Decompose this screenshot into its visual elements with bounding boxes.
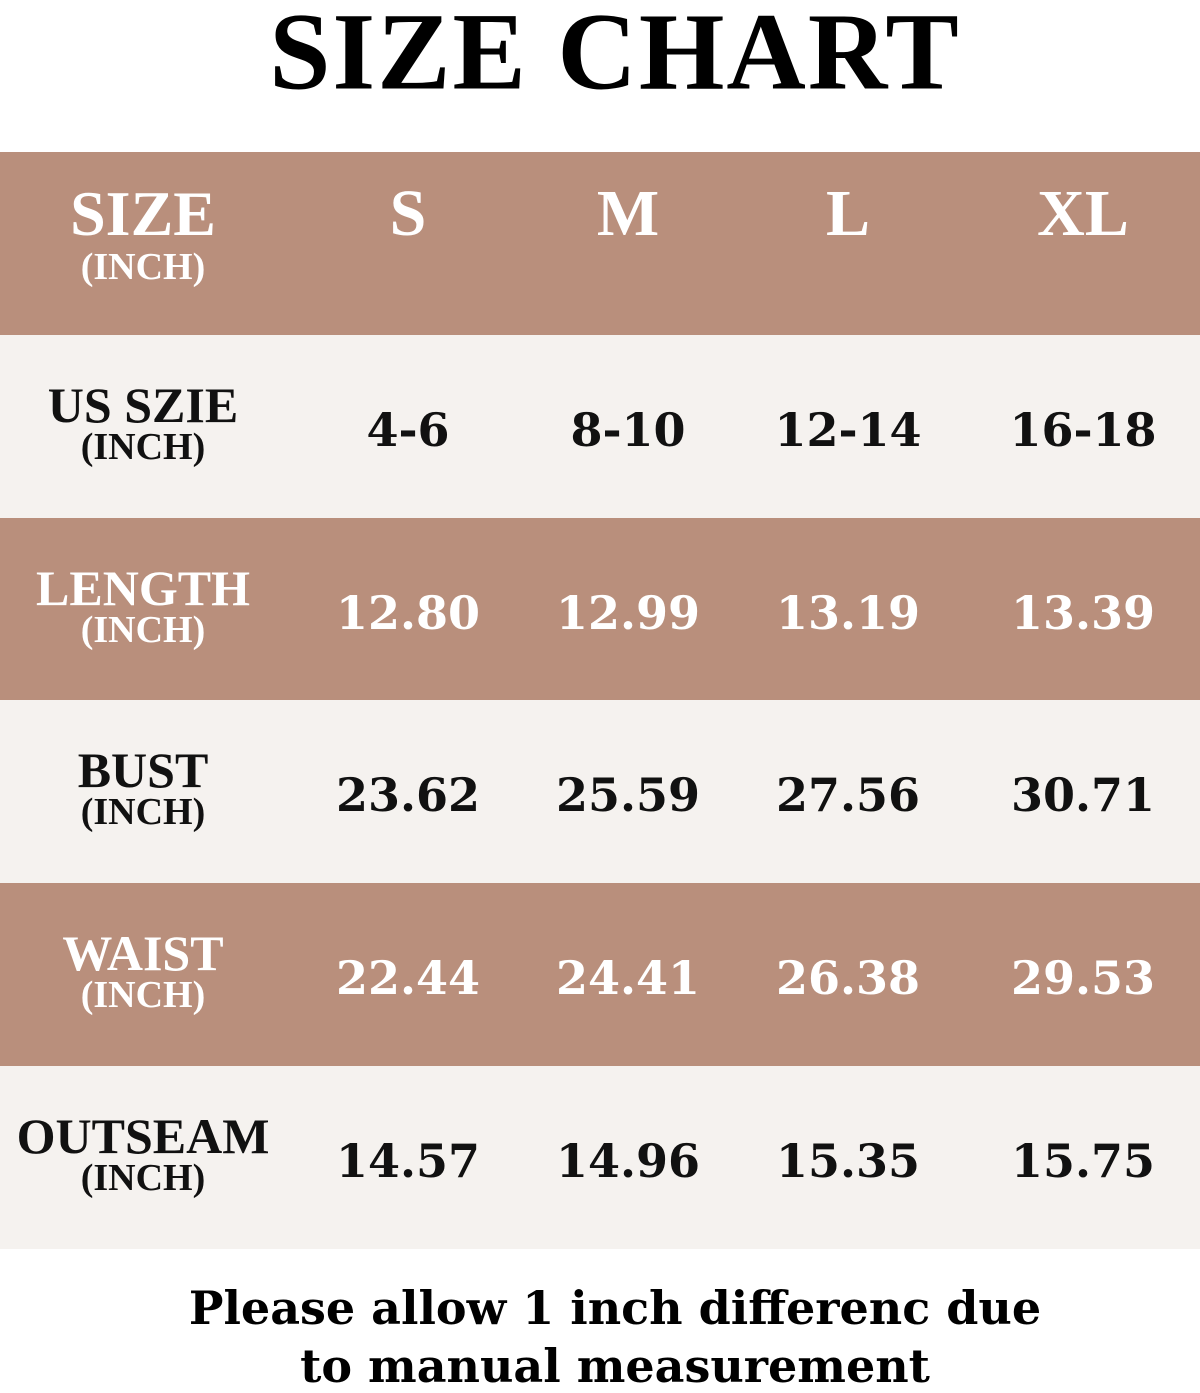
cell-value: 15.75 bbox=[1010, 1134, 1156, 1188]
cell-value: 30.71 bbox=[1010, 768, 1156, 822]
cell-value: 22.44 bbox=[335, 951, 481, 1005]
cell-value: 13.39 bbox=[1010, 586, 1156, 640]
cell-value: 29.53 bbox=[1010, 951, 1156, 1005]
cell-value: 4-6 bbox=[366, 403, 450, 457]
row-label: LENGTH bbox=[36, 560, 250, 616]
row-unit: (INCH) bbox=[80, 609, 206, 651]
cell-value: 16-18 bbox=[1009, 403, 1157, 457]
row-unit: (INCH) bbox=[80, 426, 206, 468]
note-line: Please allow 1 inch differenc due bbox=[188, 1281, 1042, 1335]
cell-value: 24.41 bbox=[555, 951, 701, 1005]
cell-value: 12.99 bbox=[555, 586, 701, 640]
size-header: S bbox=[389, 177, 427, 250]
table-row bbox=[0, 883, 1200, 1066]
size-header: L bbox=[825, 177, 871, 250]
size-header: XL bbox=[1037, 177, 1129, 250]
cell-value: 26.38 bbox=[775, 951, 921, 1005]
cell-value: 15.35 bbox=[775, 1134, 921, 1188]
cell-value: 23.62 bbox=[335, 768, 481, 822]
row-unit: (INCH) bbox=[80, 791, 206, 833]
cell-value: 12-14 bbox=[774, 403, 922, 457]
size-header: M bbox=[596, 177, 660, 250]
header-unit: (INCH) bbox=[80, 246, 206, 288]
row-unit: (INCH) bbox=[80, 974, 206, 1016]
cell-value: 12.80 bbox=[335, 586, 481, 640]
row-unit: (INCH) bbox=[80, 1157, 206, 1199]
header-label: SIZE bbox=[70, 178, 216, 249]
cell-value: 8-10 bbox=[570, 403, 686, 457]
cell-value: 27.56 bbox=[775, 768, 921, 822]
row-label: WAIST bbox=[62, 925, 224, 981]
cell-value: 13.19 bbox=[775, 586, 921, 640]
table-row bbox=[0, 1066, 1200, 1249]
table-row bbox=[0, 700, 1200, 883]
table-row bbox=[0, 518, 1200, 701]
cell-value: 14.96 bbox=[555, 1134, 701, 1188]
cell-value: 25.59 bbox=[555, 768, 701, 822]
row-label: US SZIE bbox=[47, 377, 239, 433]
table-row bbox=[0, 335, 1200, 518]
note-line: to manual measurement bbox=[300, 1339, 930, 1393]
row-label: BUST bbox=[77, 742, 209, 798]
title: SIZE CHART bbox=[269, 0, 961, 113]
cell-value: 14.57 bbox=[335, 1134, 481, 1188]
header-row bbox=[0, 152, 1200, 335]
row-label: OUTSEAM bbox=[16, 1108, 270, 1164]
